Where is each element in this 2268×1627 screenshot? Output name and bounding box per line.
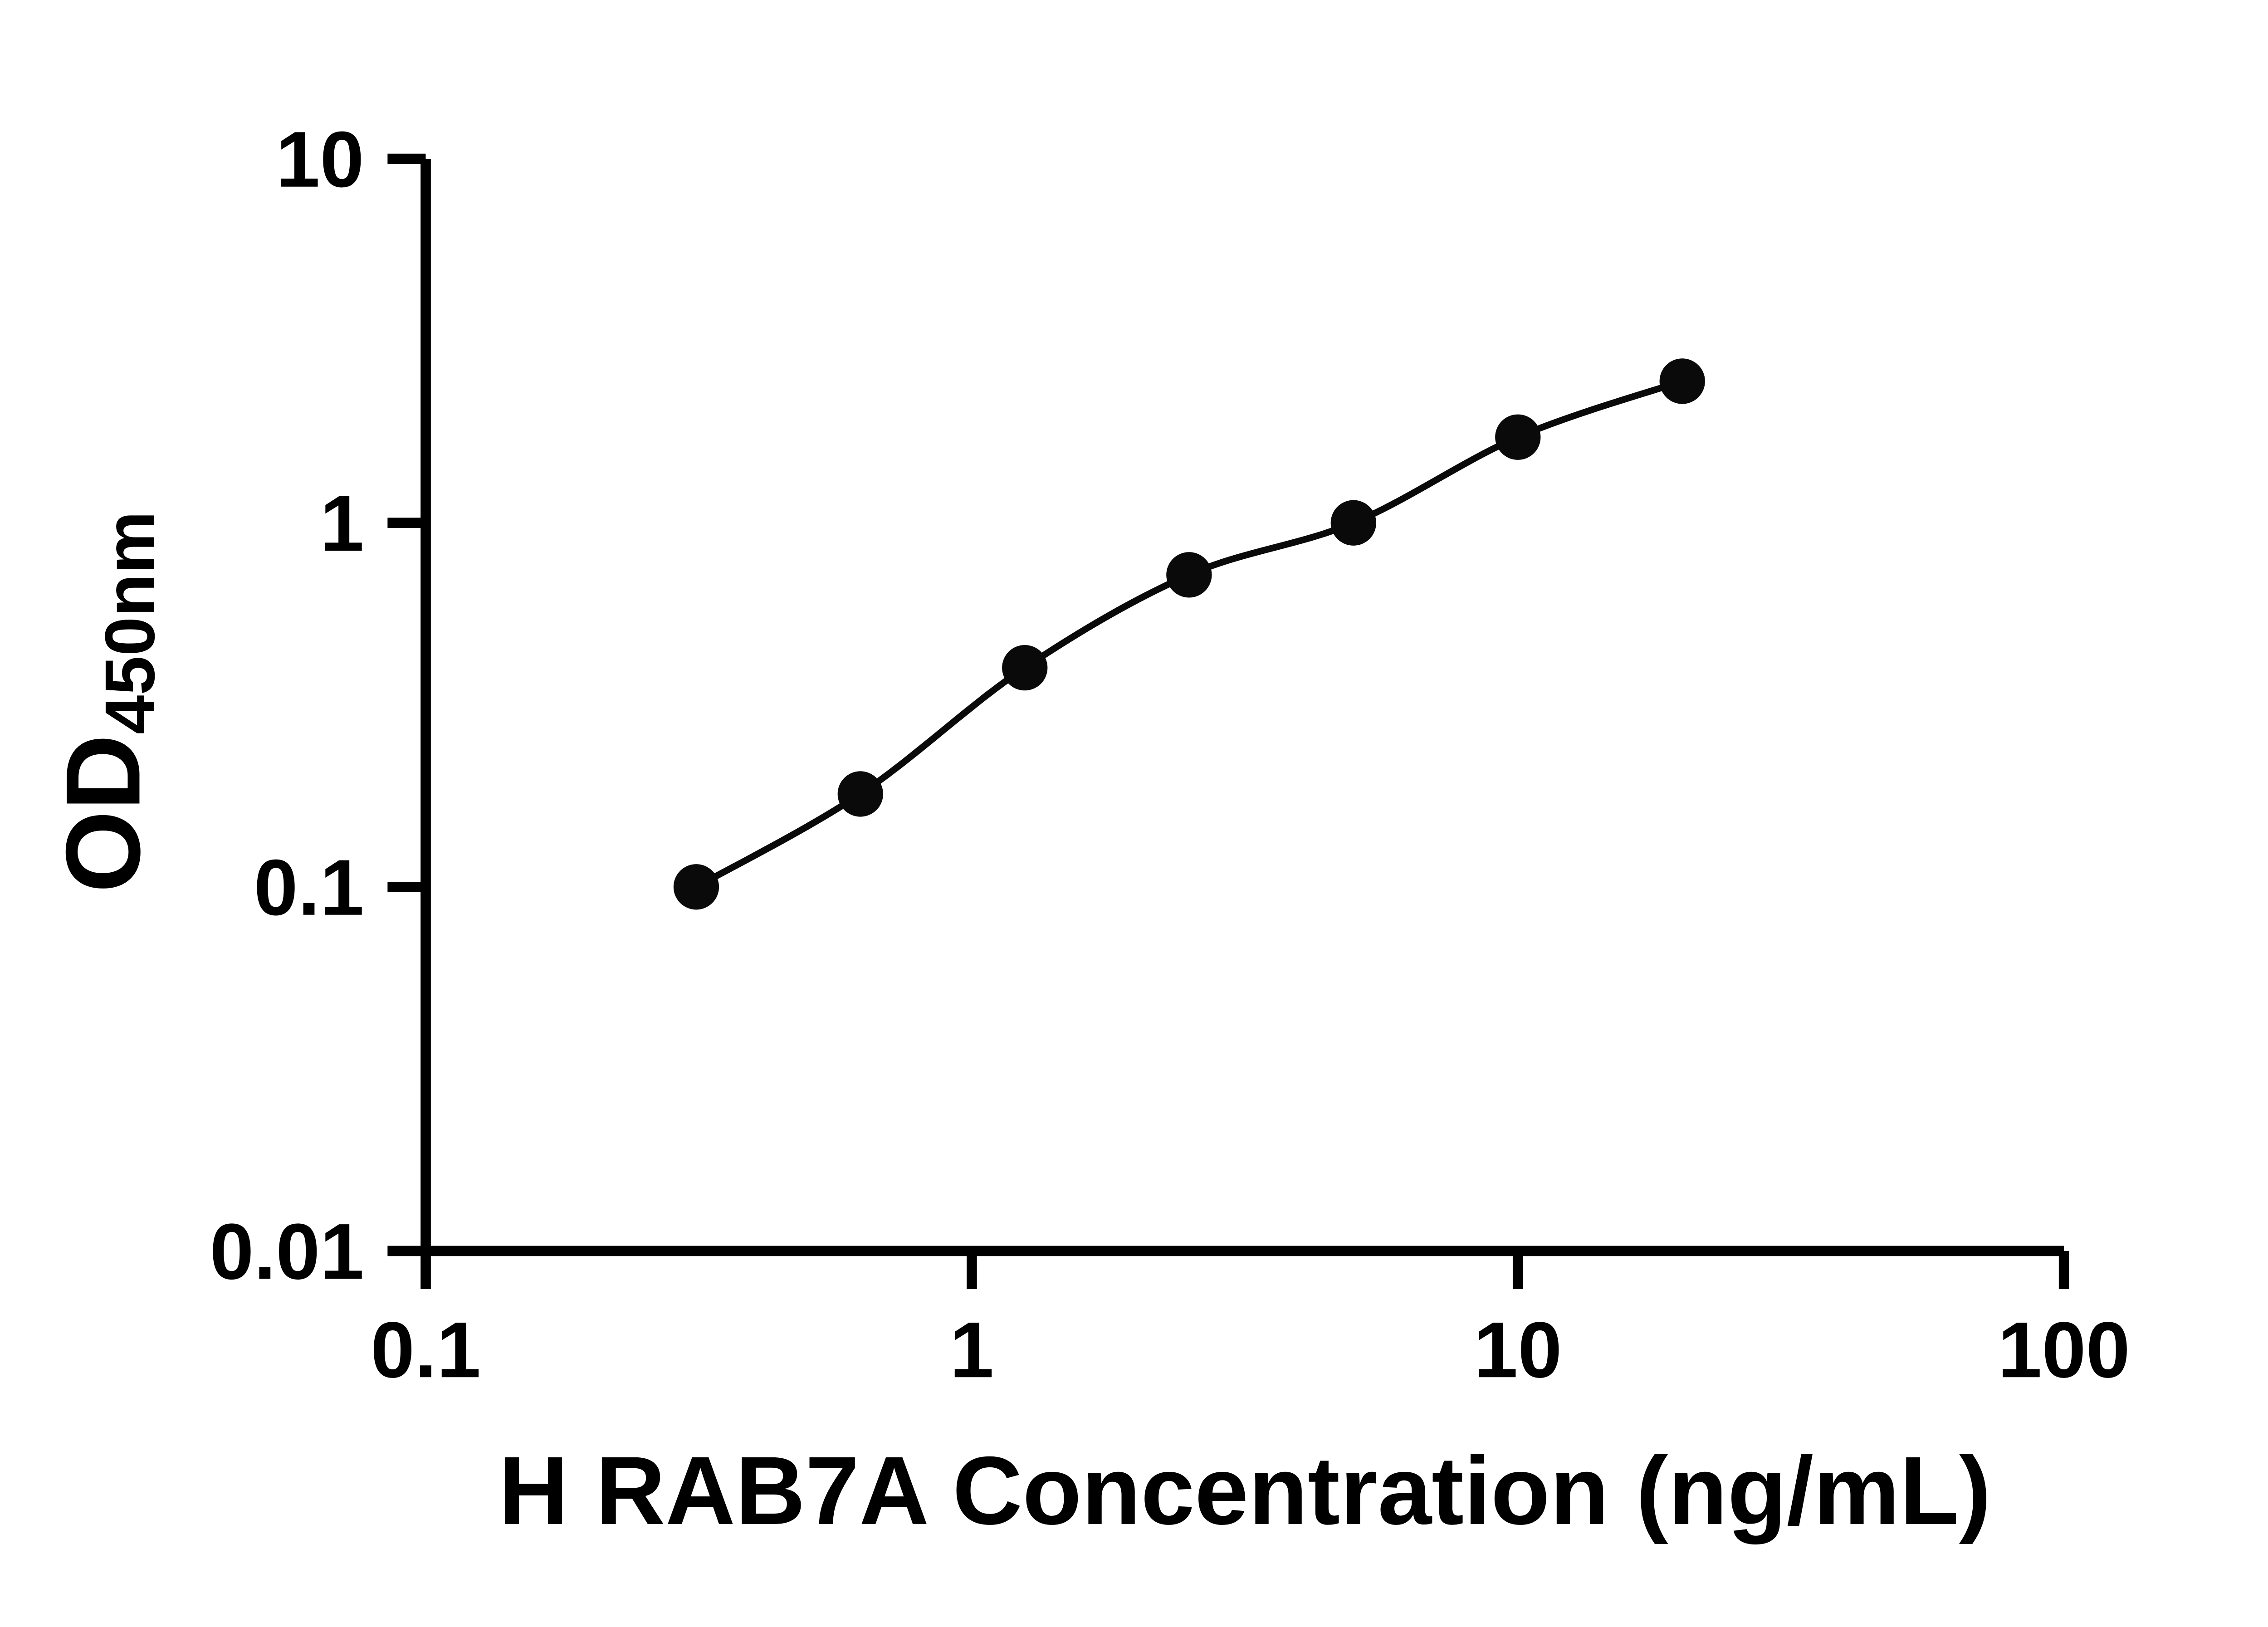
y-tick-label: 0.01 bbox=[210, 1207, 364, 1296]
y-tick-label: 10 bbox=[276, 116, 364, 204]
data-point bbox=[673, 864, 719, 910]
data-point bbox=[1002, 645, 1048, 691]
fit-curve bbox=[694, 378, 1684, 890]
y-axis-title-main: OD bbox=[44, 734, 162, 893]
data-point bbox=[837, 771, 883, 817]
x-tick-label: 1 bbox=[950, 1306, 994, 1394]
series-group bbox=[673, 358, 1705, 910]
data-point bbox=[1330, 500, 1376, 546]
x-axis-title: H RAB7A Concentration (ng/mL) bbox=[499, 1437, 1991, 1545]
y-axis-title: OD450nm bbox=[44, 511, 169, 893]
data-point bbox=[1659, 358, 1705, 404]
y-tick-label: 1 bbox=[320, 479, 364, 568]
x-tick-label: 0.1 bbox=[371, 1306, 481, 1394]
x-tick-label: 10 bbox=[1474, 1306, 1562, 1394]
data-point bbox=[1166, 552, 1212, 598]
x-tick-label: 100 bbox=[1998, 1306, 2130, 1394]
axis-spines bbox=[420, 159, 2064, 1256]
data-point bbox=[1495, 414, 1541, 460]
y-tick-label: 0.1 bbox=[254, 844, 364, 932]
y-axis-title-subscript: 450nm bbox=[90, 511, 169, 734]
